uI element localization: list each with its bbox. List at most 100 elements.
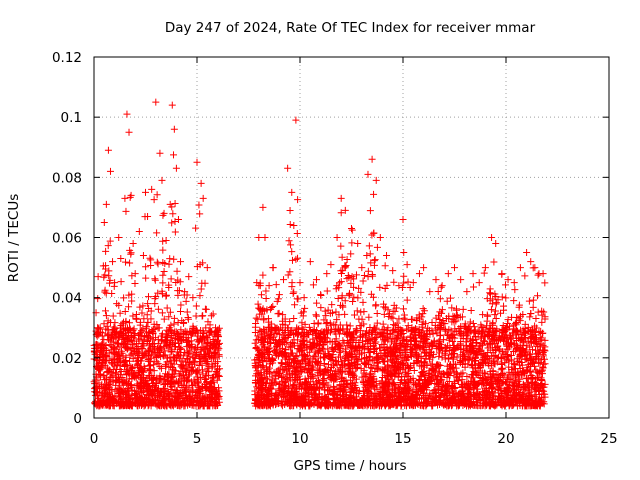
data-point: [176, 345, 184, 353]
data-point: [142, 380, 150, 388]
data-point: [154, 360, 162, 368]
data-point: [336, 353, 344, 361]
data-point: [493, 396, 501, 404]
data-point: [419, 327, 427, 335]
data-point: [359, 337, 367, 345]
data-point: [315, 365, 323, 373]
data-point: [422, 355, 430, 363]
data-point: [475, 279, 483, 287]
data-point: [517, 358, 525, 366]
data-point: [521, 272, 529, 280]
data-point: [350, 372, 358, 380]
data-point: [281, 339, 289, 347]
data-point: [94, 364, 102, 372]
data-point: [167, 374, 175, 382]
data-point: [453, 353, 461, 361]
data-point: [215, 384, 223, 392]
data-point: [415, 270, 423, 278]
data-point: [256, 279, 264, 287]
data-point: [204, 402, 212, 410]
data-point: [135, 337, 143, 345]
data-point: [292, 116, 300, 124]
data-point: [435, 352, 443, 360]
data-point: [123, 370, 131, 378]
data-point: [419, 338, 427, 346]
data-point: [349, 342, 357, 350]
data-point: [389, 267, 397, 275]
data-point: [199, 194, 207, 202]
data-point: [434, 288, 442, 296]
data-point: [483, 311, 491, 319]
data-point: [102, 289, 110, 297]
data-point: [510, 393, 518, 401]
data-point: [150, 196, 158, 204]
data-point: [436, 308, 444, 316]
data-point: [185, 340, 193, 348]
data-point: [346, 322, 354, 330]
data-point: [157, 378, 165, 386]
data-point: [323, 287, 331, 295]
data-point: [511, 286, 519, 294]
data-point: [117, 255, 125, 263]
data-point: [202, 324, 210, 332]
data-point: [116, 309, 124, 317]
data-point: [350, 311, 358, 319]
data-point: [104, 242, 112, 250]
data-point: [447, 395, 455, 403]
data-point: [355, 284, 363, 292]
data-point: [373, 319, 381, 327]
data-point: [358, 373, 366, 381]
data-point: [274, 340, 282, 348]
data-point: [406, 333, 414, 341]
data-point: [198, 399, 206, 407]
data-point: [413, 316, 421, 324]
data-point: [380, 310, 388, 318]
data-point: [146, 367, 154, 375]
data-point: [434, 372, 442, 380]
data-point: [145, 401, 153, 409]
data-point: [184, 314, 192, 322]
data-point: [130, 325, 138, 333]
data-point: [452, 389, 460, 397]
data-point: [286, 220, 294, 228]
data-point: [124, 401, 132, 409]
data-point: [357, 288, 365, 296]
data-point: [534, 271, 542, 279]
data-point: [115, 384, 123, 392]
data-point: [139, 252, 147, 260]
data-point: [201, 336, 209, 344]
data-point: [271, 391, 279, 399]
data-point: [129, 240, 137, 248]
data-point: [126, 319, 134, 327]
data-point: [126, 259, 134, 267]
data-point: [272, 349, 280, 357]
data-point: [478, 369, 486, 377]
data-point: [194, 375, 202, 383]
data-point: [294, 359, 302, 367]
data-point: [117, 386, 125, 394]
data-point: [455, 377, 463, 385]
data-point: [125, 303, 133, 311]
data-point: [429, 353, 437, 361]
data-point: [189, 353, 197, 361]
data-point: [109, 312, 117, 320]
data-point: [538, 311, 546, 319]
data-point: [293, 295, 301, 303]
data-point: [371, 256, 379, 264]
data-point: [494, 353, 502, 361]
data-point: [152, 353, 160, 361]
data-point: [286, 377, 294, 385]
data-point: [140, 315, 148, 323]
data-point: [166, 308, 174, 316]
data-point: [489, 395, 497, 403]
data-point: [438, 320, 446, 328]
data-point: [182, 387, 190, 395]
data-point: [161, 260, 169, 268]
data-point: [199, 355, 207, 363]
data-point: [359, 298, 367, 306]
data-point: [398, 283, 406, 291]
data-point: [151, 300, 159, 308]
data-point: [138, 368, 146, 376]
data-point: [152, 98, 160, 106]
data-point: [121, 258, 129, 266]
